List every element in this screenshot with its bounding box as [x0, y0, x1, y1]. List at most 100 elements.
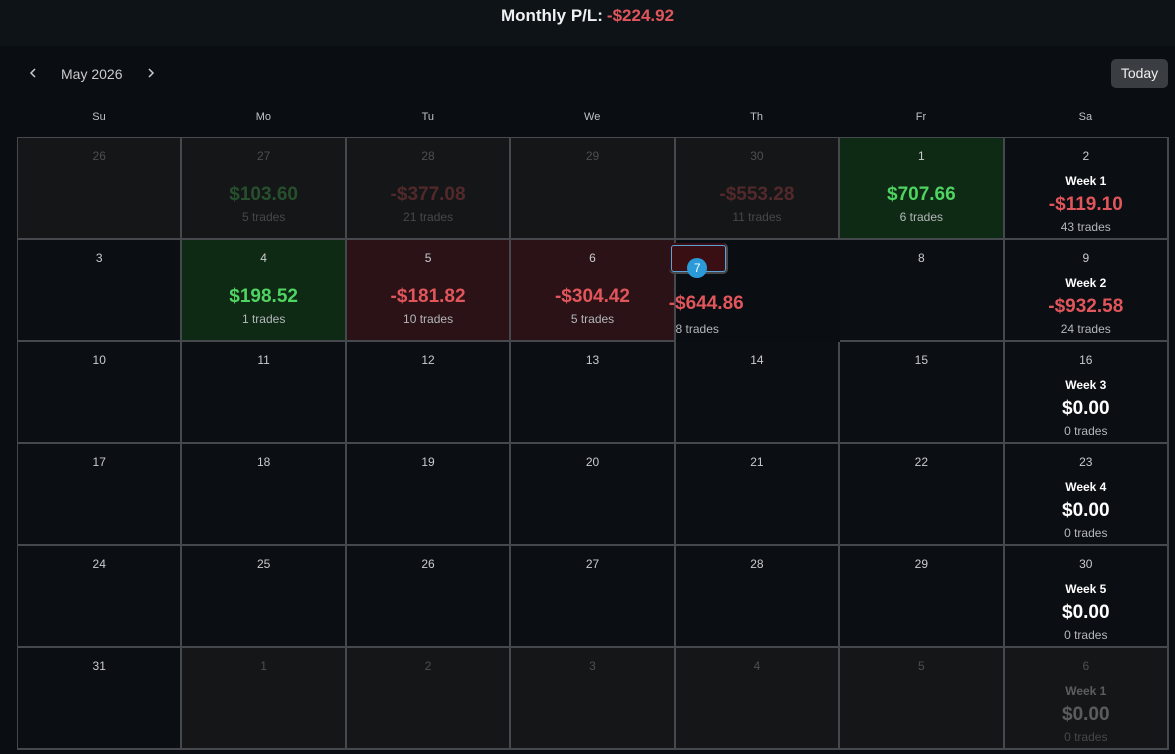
week-label: Week 1 [1065, 684, 1107, 698]
day-cell[interactable]: 7 -$644.86 8 trades [668, 243, 744, 336]
day-cell[interactable]: 1 [182, 648, 347, 750]
day-number-text: 8 [918, 251, 925, 265]
day-pl: -$377.08 [390, 184, 466, 205]
day-number-text: 6 [589, 251, 596, 265]
day-cell[interactable]: 4 [675, 648, 841, 750]
day-number-text: 7 [687, 258, 708, 278]
day-cell[interactable]: 27 [511, 546, 676, 648]
day-cell[interactable]: 30 Week 5 $0.00 0 trades [1004, 546, 1169, 648]
trade-count: 5 trades [241, 210, 286, 224]
day-cell[interactable]: 30 -$553.28 11 trades [675, 138, 841, 240]
day-cell[interactable]: 8 [840, 240, 1005, 342]
day-cell[interactable]: 13 [511, 342, 676, 444]
day-cell[interactable]: 22 [840, 444, 1005, 546]
trade-count: 10 trades [403, 312, 454, 326]
trade-count: 43 trades [1060, 220, 1111, 234]
trade-count: 1 trades [241, 312, 286, 326]
day-number-text: 16 [1079, 353, 1093, 367]
day-cell[interactable]: 2 Week 1 -$119.10 43 trades [1004, 138, 1169, 240]
day-number: 31 [18, 659, 180, 673]
day-cell[interactable]: 29 [840, 546, 1005, 648]
day-cell[interactable]: 27 $103.60 5 trades [182, 138, 347, 240]
day-pl: $0.00 [1062, 602, 1110, 623]
day-number: 22 [840, 455, 1002, 469]
day-number-text: 20 [585, 455, 600, 469]
week-label: Week 5 [1065, 582, 1107, 596]
day-number: 5 [840, 659, 1002, 673]
day-cell[interactable]: 12 [346, 342, 512, 444]
day-cell[interactable]: 25 [182, 546, 347, 648]
day-cell[interactable]: 10 [18, 342, 183, 444]
day-number-text: 1 [260, 659, 267, 673]
day-cell[interactable]: 20 [511, 444, 676, 546]
week-label: Week 2 [1065, 276, 1107, 290]
trade-count: 0 trades [1064, 628, 1108, 642]
day-cell[interactable]: 5 -$181.82 10 trades [346, 240, 512, 342]
day-number-text: 3 [589, 659, 596, 673]
day-cell[interactable]: 17 [18, 444, 183, 546]
day-number: 28 [676, 557, 838, 571]
day-number: 2 [347, 659, 509, 673]
day-cell[interactable]: 15 [840, 342, 1005, 444]
weekday-label: Fr [915, 111, 927, 123]
day-number-text: 21 [750, 455, 764, 469]
day-cell[interactable]: 11 [182, 342, 347, 444]
next-month[interactable] [145, 66, 157, 80]
trade-count: 8 trades [675, 322, 719, 336]
day-cell[interactable]: 1 $707.66 6 trades [840, 138, 1005, 240]
week-label: Week 4 [1065, 480, 1107, 494]
prev-month[interactable] [27, 66, 39, 80]
day-number-text: 28 [421, 149, 435, 163]
day-number-text: 26 [421, 557, 435, 571]
day-cell[interactable]: 4 $198.52 1 trades [182, 240, 347, 342]
day-pl: -$553.28 [719, 184, 795, 205]
today-button[interactable]: Today [1111, 59, 1168, 88]
day-cell[interactable]: 21 [675, 444, 841, 546]
day-number: 27 [511, 557, 673, 571]
day-cell[interactable]: 5 [840, 648, 1005, 750]
day-cell[interactable]: 6 Week 1 $0.00 0 trades [1004, 648, 1169, 750]
day-number: 12 [347, 353, 509, 367]
day-pl: -$181.82 [390, 286, 466, 307]
day-cell[interactable]: 23 Week 4 $0.00 0 trades [1004, 444, 1169, 546]
day-cell[interactable]: 19 [346, 444, 512, 546]
monthly-pl-value: -$224.92 [606, 6, 675, 25]
day-number-text: 29 [585, 149, 600, 163]
day-number-text: 18 [256, 455, 271, 469]
day-cell[interactable]: 26 [346, 546, 512, 648]
day-cell[interactable]: 2 [346, 648, 512, 750]
day-number-text: 30 [750, 149, 764, 163]
day-pl: $0.00 [1062, 398, 1110, 419]
day-number-text: 6 [1082, 659, 1090, 673]
day-cell[interactable]: 18 [182, 444, 347, 546]
day-number: 4 [182, 251, 344, 265]
day-cell[interactable]: 16 Week 3 $0.00 0 trades [1004, 342, 1169, 444]
month-nav: May 2026 Today [0, 56, 1175, 92]
day-cell[interactable]: 3 [18, 240, 183, 342]
day-number-text: 11 [257, 353, 270, 367]
day-number: 30 [1005, 557, 1167, 571]
month-label: May 2026 [61, 66, 123, 82]
day-cell[interactable]: 31 [18, 648, 183, 750]
day-cell[interactable]: 9 Week 2 -$932.58 24 trades [1004, 240, 1169, 342]
week-label: Week 1 [1065, 174, 1107, 188]
trade-count: 11 trades [732, 210, 782, 224]
day-cell[interactable]: 3 [511, 648, 676, 750]
day-cell[interactable]: 6 -$304.42 5 trades [511, 240, 676, 342]
day-cell[interactable]: 24 [18, 546, 183, 648]
day-number: 26 [18, 149, 180, 163]
day-cell[interactable]: 26 [18, 138, 183, 240]
day-cell[interactable]: 28 -$377.08 21 trades [346, 138, 512, 240]
day-cell[interactable]: 29 [511, 138, 676, 240]
day-number-text: 30 [1079, 557, 1093, 571]
day-cell[interactable]: 14 [675, 342, 841, 444]
day-pl: -$644.86 [668, 293, 744, 314]
day-number: 1 [182, 659, 344, 673]
day-number: 24 [18, 557, 180, 571]
header: Monthly P/L: -$224.92 [0, 0, 1175, 46]
day-number: 14 [676, 353, 838, 367]
monthly-pl-label: Monthly P/L: [500, 6, 603, 25]
day-cell[interactable]: 28 [675, 546, 841, 648]
day-number-text: 15 [914, 353, 929, 367]
day-number: 13 [511, 353, 673, 367]
